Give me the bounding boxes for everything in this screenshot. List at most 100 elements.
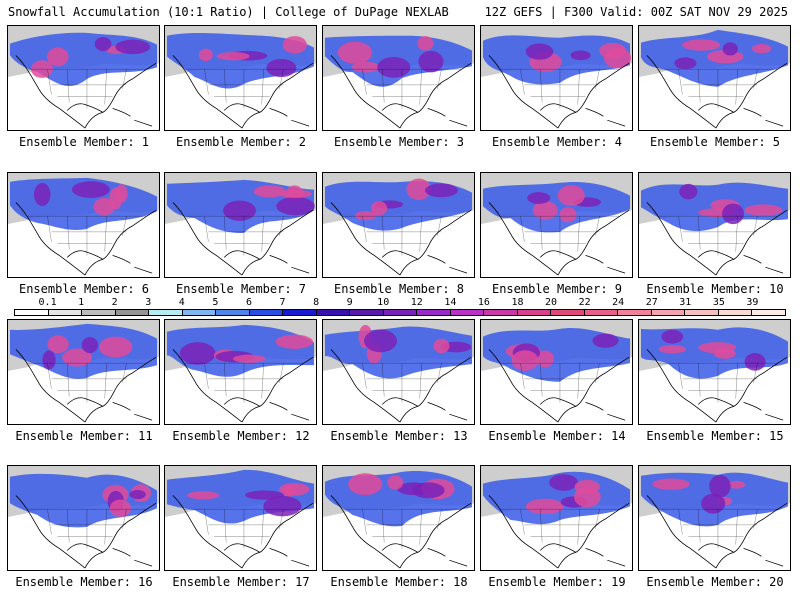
legend-tick-label: 27	[645, 297, 658, 308]
color-legend: 0.1 1 2 3 4 5 6 7 8 9 10 12 14 16 18 20 22 24 27 31 35 39	[14, 297, 786, 317]
legend-ticks: 0.1 1 2 3 4 5 6 7 8 9 10 12 14 16 18 20 22 24 27 31 35 39	[14, 297, 786, 309]
legend-tick-label: 0.1	[38, 297, 57, 308]
ensemble-member-label: Ensemble Member: 4	[491, 135, 623, 149]
ensemble-member-label: Ensemble Member: 7	[175, 282, 307, 296]
ensemble-map-panel	[480, 465, 633, 571]
ensemble-map-panel	[322, 25, 475, 131]
heavy-snow-cell	[682, 39, 721, 51]
heavy-snow-cell	[115, 184, 128, 203]
legend-swatch	[82, 310, 116, 315]
snowfall-map	[8, 26, 159, 129]
political-boundaries	[500, 68, 620, 109]
legend-tick-label: 16	[477, 297, 490, 308]
snowfall-map	[481, 26, 632, 129]
map-title: Snowfall Accumulation (10:1 Ratio) | Col…	[8, 5, 449, 19]
ensemble-member-label: Ensemble Member: 9	[491, 282, 623, 296]
heavy-snow-cell	[71, 181, 110, 198]
legend-tick-label: 7	[279, 297, 286, 308]
heavy-snow-cell	[179, 342, 216, 365]
coastline	[488, 202, 630, 276]
heavy-snow-cell	[282, 485, 296, 497]
legend-swatch	[316, 310, 351, 315]
heavy-snow-cell	[744, 353, 766, 371]
snowfall-map	[323, 26, 474, 129]
heavy-snow-cell	[532, 201, 558, 220]
political-boundaries	[500, 215, 620, 256]
snowfall-map	[8, 320, 159, 423]
legend-tick-label: 24	[612, 297, 625, 308]
legend-swatch	[517, 310, 552, 315]
heavy-snow-cell	[727, 480, 746, 489]
legend-swatch	[149, 310, 183, 315]
ensemble-member-label: Ensemble Member: 15	[646, 429, 784, 443]
heavy-snow-cell	[511, 350, 539, 371]
legend-tick-label: 8	[313, 297, 320, 308]
ensemble-member-label: Ensemble Member: 1	[18, 135, 150, 149]
heavy-snow-cell	[198, 48, 213, 62]
heavy-snow-cell	[722, 42, 738, 56]
heavy-snow-cell	[433, 338, 450, 354]
ensemble-member-label: Ensemble Member: 8	[333, 282, 465, 296]
heavy-snow-cell	[424, 183, 458, 198]
legend-tick-label: 39	[746, 297, 759, 308]
legend-tick-label: 9	[346, 297, 353, 308]
ensemble-map-panel	[164, 319, 317, 425]
legend-swatch	[182, 310, 217, 315]
ensemble-map-panel	[322, 319, 475, 425]
heavy-snow-cell	[592, 333, 619, 348]
snowfall-map	[323, 173, 474, 276]
heavy-snow-cell	[674, 57, 697, 70]
snowfall-map	[323, 466, 474, 569]
snowfall-map	[8, 173, 159, 276]
ensemble-map-panel	[480, 172, 633, 278]
coastline	[172, 349, 314, 423]
heavy-snow-cell	[411, 482, 445, 499]
snowfall-map	[639, 173, 790, 276]
ensemble-member-label: Ensemble Member: 16	[15, 575, 153, 589]
legend-tick-label: 18	[511, 297, 524, 308]
snowfall-map	[323, 320, 474, 423]
coastline	[646, 55, 788, 129]
political-boundaries	[27, 215, 147, 256]
political-boundaries	[184, 508, 304, 549]
heavy-snow-cell	[279, 189, 312, 198]
legend-swatch	[618, 310, 652, 315]
snowfall-map	[639, 466, 790, 569]
heavy-snow-cell	[744, 204, 783, 216]
legend-tick-label: 5	[212, 297, 219, 308]
legend-swatch	[383, 310, 418, 315]
heavy-snow-cell	[223, 200, 256, 221]
political-boundaries	[658, 508, 778, 549]
heavy-snow-cell	[574, 486, 601, 508]
heavy-snow-cell	[661, 329, 684, 344]
coastline	[488, 55, 630, 129]
ensemble-map-panel	[7, 465, 160, 571]
heavy-snow-cell	[98, 336, 133, 358]
heavy-snow-cell	[652, 478, 690, 490]
coastline	[172, 55, 314, 129]
heavy-snow-cell	[371, 201, 388, 216]
coastline	[172, 202, 314, 276]
political-boundaries	[342, 68, 462, 109]
heavy-snow-cell	[33, 183, 51, 206]
ensemble-map-panel	[638, 172, 791, 278]
heavy-snow-cell	[266, 58, 297, 78]
heavy-snow-cell	[351, 61, 380, 73]
legend-tick-label: 1	[78, 297, 85, 308]
legend-swatch	[15, 310, 49, 315]
legend-tick-label: 14	[444, 297, 457, 308]
ensemble-map-panel	[164, 465, 317, 571]
heavy-snow-cell	[701, 493, 726, 514]
ensemble-map-panel	[7, 172, 160, 278]
heavy-snow-cell	[276, 196, 315, 216]
ensemble-map-panel	[638, 25, 791, 131]
ensemble-member-label: Ensemble Member: 17	[172, 575, 310, 589]
heavy-snow-cell	[722, 203, 745, 225]
coastline	[488, 495, 630, 569]
legend-tick-label: 10	[377, 297, 390, 308]
heavy-snow-cell	[109, 499, 132, 517]
political-boundaries	[342, 508, 462, 549]
coastline	[646, 495, 788, 569]
ensemble-member-label: Ensemble Member: 6	[18, 282, 150, 296]
snowfall-map	[165, 173, 316, 276]
